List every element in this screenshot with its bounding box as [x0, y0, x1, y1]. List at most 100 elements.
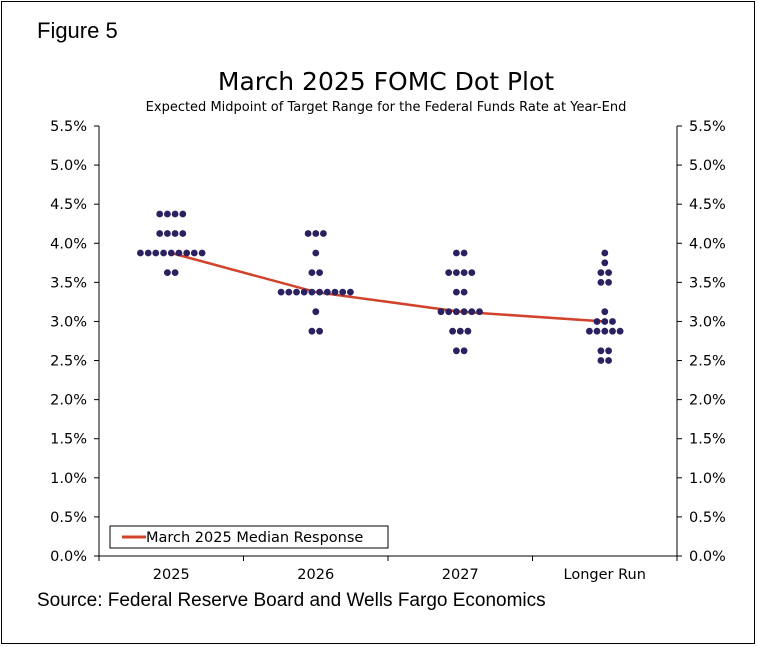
y-tick-label-left: 0.0% — [50, 549, 87, 565]
legend-box — [109, 525, 389, 549]
dot-projection — [320, 230, 327, 237]
y-tick-label-right: 4.0% — [689, 236, 726, 252]
x-category-label: 2026 — [297, 567, 334, 583]
dot-projection — [601, 327, 609, 335]
dot-projection — [601, 318, 609, 325]
dot-projection — [171, 269, 179, 276]
dot-projection — [468, 269, 476, 276]
dot-projection — [156, 210, 164, 218]
dot-projection — [453, 269, 460, 276]
dot-projection — [460, 288, 468, 296]
dot-projection — [308, 288, 316, 296]
dot-projection — [316, 288, 323, 296]
dot-projection — [460, 347, 468, 355]
y-tick-label-right: 5.0% — [689, 158, 726, 174]
dot-projection — [179, 210, 187, 218]
dot-projection — [198, 249, 206, 257]
dot-projection — [460, 308, 468, 316]
dot-projection — [171, 210, 179, 218]
dot-projection — [156, 230, 164, 237]
y-tick-label-right: 3.0% — [689, 314, 726, 330]
dot-projection — [323, 288, 331, 296]
x-category-label: Longer Run — [564, 567, 646, 583]
y-tick-label-right: 5.5% — [689, 119, 726, 135]
y-tick-label-right: 2.5% — [689, 354, 726, 370]
chart-title: March 2025 FOMC Dot Plot — [218, 67, 554, 96]
dot-projection — [460, 249, 468, 257]
dot-projection — [456, 327, 464, 335]
y-tick-label-left: 1.5% — [50, 432, 87, 448]
dot-projection — [597, 347, 605, 355]
dot-projection — [453, 308, 460, 316]
dot-projection — [304, 230, 312, 237]
y-tick-label-left: 1.0% — [50, 471, 87, 487]
dot-projection — [476, 308, 483, 316]
dot-projection — [316, 327, 323, 335]
dot-projection — [609, 327, 616, 335]
dot-projection — [593, 327, 601, 335]
dot-projection — [453, 288, 460, 296]
y-tick-label-left: 3.0% — [50, 314, 87, 330]
dot-projection — [601, 259, 609, 267]
dot-projection — [347, 288, 354, 296]
dot-projection — [331, 288, 339, 296]
dot-projection — [597, 269, 605, 276]
dot-projection — [312, 249, 320, 257]
y-tick-label-right: 2.0% — [689, 393, 726, 409]
dot-projection — [616, 327, 624, 335]
y-tick-label-left: 2.0% — [50, 393, 87, 409]
dot-projection — [605, 279, 612, 286]
dot-projection — [300, 288, 308, 296]
y-tick-label-left: 2.5% — [50, 354, 87, 370]
dot-projection — [437, 308, 445, 316]
source-note: Source: Federal Reserve Board and Wells … — [37, 590, 546, 611]
legend-label: March 2025 Median Response — [146, 530, 363, 546]
figure-label: Figure 5 — [37, 18, 118, 43]
dot-projection — [183, 249, 191, 257]
dot-projection — [312, 230, 320, 237]
x-category-label: 2027 — [442, 567, 479, 583]
y-tick-label-right: 0.0% — [689, 549, 726, 565]
dot-projection — [464, 327, 472, 335]
dot-projection — [160, 249, 168, 257]
dot-projection — [449, 327, 456, 335]
dot-projection — [468, 308, 476, 316]
y-tick-label-right: 1.5% — [689, 432, 726, 448]
dot-projection — [339, 288, 347, 296]
y-tick-label-right: 1.0% — [689, 471, 726, 487]
dot-projection — [601, 249, 609, 257]
dot-projection — [460, 269, 468, 276]
dot-projection — [164, 230, 171, 237]
y-tick-label-left: 0.5% — [50, 510, 87, 526]
chart-subtitle: Expected Midpoint of Target Range for th… — [146, 100, 627, 115]
y-tick-label-right: 3.5% — [689, 275, 726, 291]
dot-projection — [277, 288, 285, 296]
dot-projection — [312, 308, 320, 316]
dot-projection — [164, 210, 171, 218]
dot-projection — [308, 327, 316, 335]
x-category-label: 2025 — [153, 567, 190, 583]
y-tick-label-left: 5.5% — [50, 119, 87, 135]
dot-projection — [445, 269, 453, 276]
dot-projection — [293, 288, 300, 296]
dot-projection — [171, 230, 179, 237]
dot-projection — [285, 288, 293, 296]
dot-projection — [453, 347, 460, 355]
dot-projection — [167, 249, 175, 257]
dot-projection — [597, 279, 605, 286]
dot-projection — [179, 230, 187, 237]
dot-projection — [605, 357, 612, 364]
dot-projection — [601, 308, 609, 316]
dot-projection — [308, 269, 316, 276]
y-tick-label-right: 0.5% — [689, 510, 726, 526]
dot-projection — [175, 249, 183, 257]
dot-projection — [453, 249, 460, 257]
dot-projection — [597, 357, 605, 364]
dot-projection — [586, 327, 593, 335]
dot-projection — [316, 269, 323, 276]
median-response-line — [170, 251, 605, 323]
legend: March 2025 Median Response — [109, 525, 389, 549]
dot-projection — [593, 318, 601, 325]
dot-projection — [605, 269, 612, 276]
